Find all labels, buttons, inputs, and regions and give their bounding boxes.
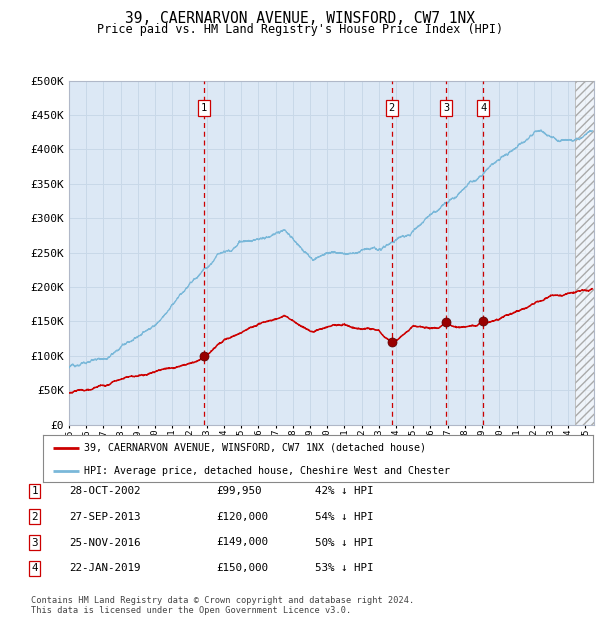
Text: £120,000: £120,000: [216, 512, 268, 522]
Text: 4: 4: [480, 103, 487, 113]
Text: HPI: Average price, detached house, Cheshire West and Chester: HPI: Average price, detached house, Ches…: [85, 466, 451, 476]
Text: 22-JAN-2019: 22-JAN-2019: [69, 563, 140, 574]
Text: £149,000: £149,000: [216, 538, 268, 547]
Text: Contains HM Land Registry data © Crown copyright and database right 2024.
This d: Contains HM Land Registry data © Crown c…: [31, 596, 415, 615]
Bar: [575, 81, 594, 425]
Text: 1: 1: [200, 103, 207, 113]
Text: 28-OCT-2002: 28-OCT-2002: [69, 486, 140, 496]
Text: 54% ↓ HPI: 54% ↓ HPI: [315, 512, 373, 522]
Text: 2: 2: [31, 512, 38, 522]
Text: 4: 4: [31, 563, 38, 574]
Text: £99,950: £99,950: [216, 486, 262, 496]
Text: 39, CAERNARVON AVENUE, WINSFORD, CW7 1NX (detached house): 39, CAERNARVON AVENUE, WINSFORD, CW7 1NX…: [85, 443, 427, 453]
Text: 2: 2: [389, 103, 395, 113]
Text: 39, CAERNARVON AVENUE, WINSFORD, CW7 1NX: 39, CAERNARVON AVENUE, WINSFORD, CW7 1NX: [125, 11, 475, 26]
Text: 42% ↓ HPI: 42% ↓ HPI: [315, 486, 373, 496]
Text: 1: 1: [31, 486, 38, 496]
Text: 50% ↓ HPI: 50% ↓ HPI: [315, 538, 373, 547]
Text: Price paid vs. HM Land Registry's House Price Index (HPI): Price paid vs. HM Land Registry's House …: [97, 23, 503, 36]
Text: 27-SEP-2013: 27-SEP-2013: [69, 512, 140, 522]
Text: £150,000: £150,000: [216, 563, 268, 574]
Text: 3: 3: [443, 103, 449, 113]
Text: 25-NOV-2016: 25-NOV-2016: [69, 538, 140, 547]
Text: 3: 3: [31, 538, 38, 547]
Bar: [575, 81, 594, 425]
Text: 53% ↓ HPI: 53% ↓ HPI: [315, 563, 373, 574]
